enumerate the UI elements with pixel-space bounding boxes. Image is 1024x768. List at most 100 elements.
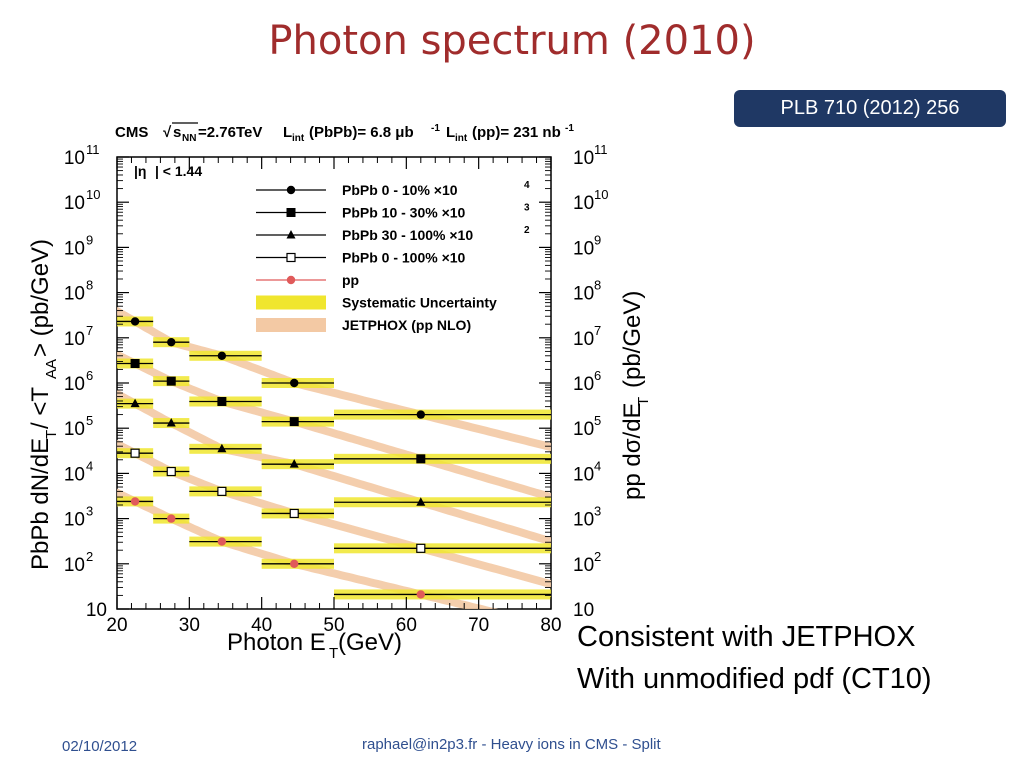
data-point [167,337,176,347]
legend-jetphox-swatch [256,318,326,332]
y-tick-label-left: 10 [64,374,85,395]
legend-label: PbPb 0 - 10% ×10 [342,182,458,198]
caption: Consistent with JETPHOX With unmodified … [577,616,932,700]
y-tick-exponent-left: 3 [86,504,93,519]
jetphox-band [117,350,551,502]
svg-text:(pb/GeV): (pb/GeV) [619,291,646,388]
x-tick-label: 50 [323,615,344,636]
x-tick-label: 30 [179,615,200,636]
y-tick-exponent-left: 9 [86,232,93,247]
x-tick-label: 40 [251,615,272,636]
y-tick-exponent-right: 8 [594,278,601,293]
header-cms: CMS [115,124,148,141]
svg-text:Photon E: Photon E [227,629,326,656]
data-point [290,559,299,568]
uncertainty-bands [117,307,551,609]
svg-text:int: int [455,133,468,144]
data-point [217,351,227,360]
svg-text:L: L [446,124,455,141]
data-point [130,317,140,326]
y-tick-exponent-left: 2 [86,549,93,564]
y-tick-label-right: 10 [573,419,594,440]
x-tick-label: 80 [540,615,561,636]
svg-text:T: T [635,397,652,406]
y-axis-title-left: PbPb dN/dE T / <T AA > (pb/GeV) [27,239,60,570]
svg-text:int: int [292,133,305,144]
legend-label: PbPb 10 - 30% ×10 [342,205,466,221]
data-point [416,454,426,464]
svg-text:T: T [329,645,338,662]
y-tick-label-left: 10 [86,600,107,621]
data-point [217,486,227,496]
y-tick-label-left: 10 [64,238,85,259]
y-tick-label-left: 10 [64,148,85,169]
data-point [416,497,426,506]
svg-text:-1: -1 [431,123,440,134]
y-tick-exponent-right: 6 [594,368,601,383]
y-tick-label-left: 10 [64,419,85,440]
data-point [290,378,299,388]
data-point [130,448,140,458]
legend-marker [286,208,296,217]
y-tick-exponent-right: 2 [594,549,601,564]
y-tick-label-left: 10 [64,555,85,576]
svg-text:T: T [43,430,60,439]
chart-header: CMS √ s NN =2.76TeV L int (PbPb)= 6.8 μb… [115,122,574,144]
y-tick-exponent-right: 3 [594,504,601,519]
data-point [167,514,176,523]
legend-marker [286,252,296,263]
y-tick-label-right: 10 [573,238,594,259]
legend-label: JETPHOX (pp NLO) [342,317,471,333]
y-tick-exponent-left: 8 [86,278,93,293]
y-tick-label-right: 10 [573,148,594,169]
photon-spectrum-chart: CMS √ s NN =2.76TeV L int (PbPb)= 6.8 μb… [27,122,652,662]
header-lumi-pp: (pp)= 231 nb [472,124,561,141]
y-tick-label-right: 10 [573,464,594,485]
svg-text:(GeV): (GeV) [338,629,402,656]
legend-exponent: 2 [524,225,530,236]
y-tick-exponent-left: 6 [86,368,93,383]
legend: PbPb 0 - 10% ×10 4 PbPb 10 - 30% ×10 3 PbPb … [256,180,530,333]
legend-marker [286,230,296,239]
data-point [166,418,176,427]
legend-marker [286,185,296,195]
y-tick-label-right: 10 [573,510,594,531]
x-tick-label: 20 [106,615,127,636]
x-tick-label: 60 [396,615,417,636]
data-point [166,376,176,386]
y-tick-label-right: 10 [573,374,594,395]
y-tick-label-left: 10 [64,193,85,214]
y-tick-exponent-right: 11 [594,142,608,157]
caption-line-2: With unmodified pdf (CT10) [577,663,932,695]
data-point [289,417,299,427]
caption-line-1: Consistent with JETPHOX [577,621,916,653]
data-point [416,590,425,599]
y-tick-exponent-left: 5 [86,413,93,428]
y-tick-label-right: 10 [573,555,594,576]
data-point [130,497,140,506]
y-tick-exponent-left: 10 [86,187,100,202]
y-tick-exponent-right: 7 [594,323,601,338]
y-axis-title-right: pp dσ/dE T (pb/GeV) [619,291,652,500]
data-point [416,543,426,553]
data-point [289,459,299,468]
data-point [416,410,425,419]
svg-text:-1: -1 [565,123,574,134]
svg-text:|η: |η [134,163,146,179]
header-lumi-pbpb: (PbPb)= 6.8 μb [309,124,414,141]
x-tick-label: 70 [468,615,489,636]
y-tick-label-right: 10 [573,193,594,214]
svg-text:√: √ [163,124,172,141]
y-tick-label-left: 10 [64,329,85,350]
svg-text:s: s [173,124,181,141]
y-tick-exponent-right: 10 [594,187,608,202]
legend-marker [286,275,296,285]
slide-title: Photon spectrum (2010) [268,18,756,64]
y-tick-exponent-right: 4 [594,458,601,473]
footer-center: raphael@in2p3.fr - Heavy ions in CMS - S… [362,736,661,753]
svg-text:AA: AA [43,359,60,379]
x-axis-title: Photon E T (GeV) [227,629,402,662]
svg-text:/ <T: / <T [27,387,54,429]
data-point [130,359,140,369]
svg-text:> (pb/GeV): > (pb/GeV) [27,239,54,357]
